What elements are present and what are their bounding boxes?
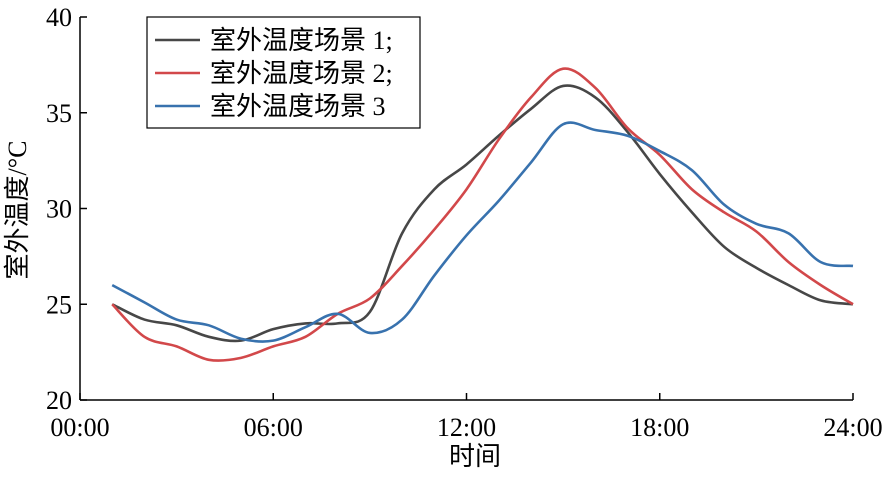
legend-label: 室外温度场景 2; [210, 59, 393, 88]
y-tick-label: 20 [46, 386, 72, 415]
y-axis-label: 室外温度/°C [3, 141, 32, 280]
x-axis-label: 时间 [449, 442, 501, 471]
y-tick-label: 25 [46, 290, 72, 319]
data-line [111, 121, 854, 343]
x-tick-label: 06:00 [244, 413, 303, 442]
x-tick-label: 24:00 [823, 413, 882, 442]
y-tick-label: 40 [46, 3, 72, 32]
legend-label: 室外温度场景 1; [210, 26, 393, 55]
x-tick-label: 18:00 [630, 413, 689, 442]
data-line [111, 67, 854, 362]
x-tick-label: 12:00 [437, 413, 496, 442]
data-line [111, 84, 854, 343]
y-tick-label: 35 [46, 99, 72, 128]
y-tick-label: 30 [46, 195, 72, 224]
legend-label: 室外温度场景 3 [210, 92, 386, 121]
x-tick-label: 00:00 [50, 413, 109, 442]
